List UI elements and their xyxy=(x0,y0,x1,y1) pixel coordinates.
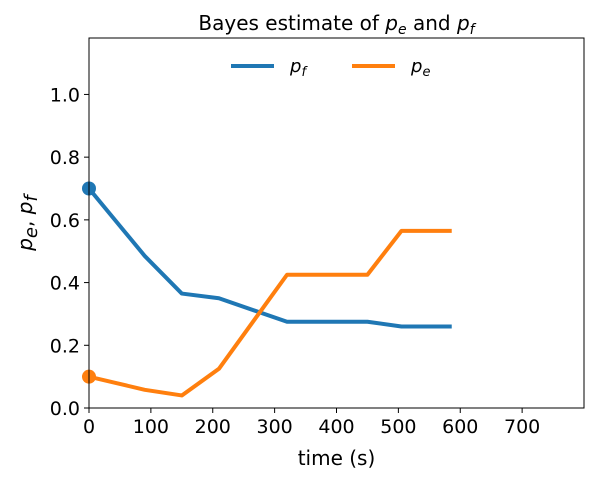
y-tick-label: 0.8 xyxy=(50,147,80,169)
series-line-p-e xyxy=(86,228,452,398)
title-prefix: Bayes estimate of xyxy=(198,11,385,35)
title-var1-sub: e xyxy=(398,22,407,38)
x-tick-label: 200 xyxy=(195,416,231,438)
legend-label-p-e: pe xyxy=(410,56,430,80)
axes-layer: 0 100 200 300 400 500 600 700 0.0 0.2 0.4 0.6 0.8 1.0 xyxy=(50,37,585,438)
legend: pf pe xyxy=(231,56,430,80)
x-tick-label: 600 xyxy=(442,416,478,438)
y-tick-label: 0.4 xyxy=(50,273,80,295)
y-tick-label: 0.2 xyxy=(50,335,80,357)
legend-label-p-f: pf xyxy=(289,56,308,80)
x-tick-label: 500 xyxy=(380,416,416,438)
x-tick-label: 100 xyxy=(133,416,169,438)
plot-frame xyxy=(88,37,585,409)
title-var2-sub: f xyxy=(470,22,477,38)
x-tick-label: 400 xyxy=(318,416,354,438)
x-tick-label: 0 xyxy=(83,416,95,438)
chart-title: Bayes estimate of pe and pf xyxy=(198,11,476,38)
y-tick-label: 1.0 xyxy=(50,84,80,106)
ylabel-var2: p xyxy=(13,202,37,216)
y-tick-label: 0.0 xyxy=(50,398,80,420)
x-axis-label: time (s) xyxy=(298,446,376,470)
ylabel-var1: p xyxy=(13,238,37,252)
title-var2: p xyxy=(456,11,470,35)
ylabel-var2-sub: f xyxy=(21,193,42,202)
title-var1: p xyxy=(384,11,398,35)
y-tick-label: 0.6 xyxy=(50,210,80,232)
y-axis-label: pe, pf xyxy=(13,193,42,252)
ylabel-sep: , xyxy=(13,214,37,227)
x-tick-label: 300 xyxy=(256,416,292,438)
series-layer xyxy=(82,181,452,398)
title-middle: and xyxy=(407,11,457,35)
title-layer: Bayes estimate of pe and pf xyxy=(198,11,476,38)
x-tick-label: 700 xyxy=(504,416,540,438)
series-line-p-f xyxy=(86,185,452,329)
ylabel-var1-sub: e xyxy=(21,227,42,238)
